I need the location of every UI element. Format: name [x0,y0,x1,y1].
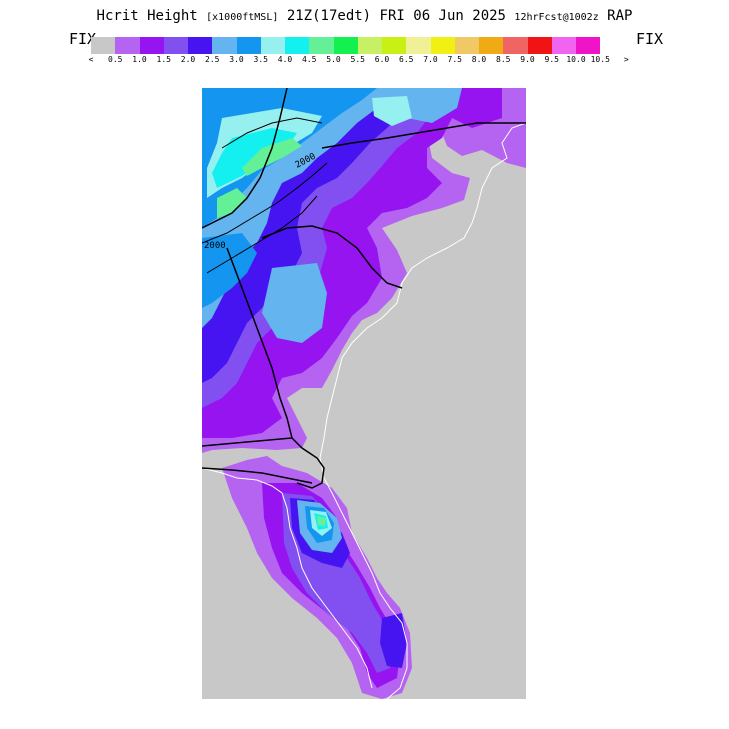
legend-tick-label: 8.5 [496,55,511,64]
hcrit-field-3-0-mid [262,263,327,343]
legend-swatch-17 [503,37,528,54]
legend-tick-label: > [623,55,629,64]
legend-tick-label: 5.5 [350,55,365,64]
title-forecast: 12hrFcst@1002z [514,12,599,23]
color-legend-ticks: <0.5 1.0 1.5 2.0 2.5 3.0 3.5 4.0 4.5 5.0 5.5 6.0 6.5… [0,55,729,67]
hcrit-field-5-0-west [217,188,247,218]
title-model: RAP [607,8,633,24]
fix-label-left: FIX [69,30,97,48]
legend-swatch-6 [236,37,261,54]
legend-tick-label: 10.5 [590,55,610,64]
legend-tick-label: 9.5 [544,55,559,64]
legend-tick-label: 1.5 [156,55,171,64]
state-borders-3 [291,437,325,489]
legend-swatch-14 [430,37,455,54]
gulf-coastline [202,467,373,689]
title-valid: 21Z(17edt) [286,8,372,24]
legend-swatch-2 [139,37,164,54]
title-date: FRI 06 Jun 2025 [379,8,506,24]
legend-swatch-9 [309,37,334,54]
title-main: Hcrit Height [96,8,198,24]
state-borders-4 [261,225,403,289]
hcrit-field-5-0 [242,138,302,176]
legend-swatch-8 [285,37,310,54]
legend-tick-label: 4.0 [277,55,293,64]
state-borders [202,88,288,229]
legend-swatch-7 [260,37,285,54]
legend-tick-label: 10.0 [566,55,586,64]
hcrit-field-5-0-florida [317,516,326,526]
hcrit-field-4-0-east [372,96,412,126]
title-units: [x1000ftMSL] [206,12,279,23]
contour-label-2000-west: 2000 [204,241,226,251]
legend-tick-label: 9.0 [520,55,535,64]
coastline [319,122,526,699]
legend-swatch-10 [333,37,358,54]
legend-swatch-5 [212,37,237,54]
legend-tick-label: 8.0 [471,55,487,64]
legend-tick-label: 1.0 [132,55,147,64]
legend-swatch-11 [357,37,382,54]
fix-label-right: FIX [636,30,664,48]
legend-tick-label: 7.5 [447,55,462,64]
legend-tick-label: 3.0 [229,55,244,64]
state-borders-5 [321,122,526,149]
legend-tick-label: 3.5 [253,55,268,64]
legend-tick-label: 5.0 [326,55,341,64]
hcrit-field-3-0-east [367,88,462,123]
legend-swatch-19 [551,37,576,54]
legend-swatch-15 [454,37,479,54]
legend-tick-label: 2.0 [180,55,196,64]
legend-tick-label: 2.5 [205,55,220,64]
state-borders-2 [202,247,293,447]
legend-swatch-18 [527,37,552,54]
map-title: Hcrit Height [x1000ftMSL] 21Z(17edt) FRI… [0,8,729,24]
contour-line-2 [206,195,318,274]
legend-swatch-12 [382,37,407,54]
contour-line [202,162,328,244]
legend-tick-label: 7.0 [423,55,438,64]
legend-swatch-16 [479,37,504,54]
hcrit-field-2-5-south-florida [380,613,407,668]
legend-swatch-1 [115,37,140,54]
legend-tick-label: < [88,55,94,64]
legend-swatch-4 [188,37,213,54]
legend-tick-label: 0.5 [108,55,123,64]
forecast-map: 2000 2000 [202,88,526,699]
legend-swatch-0 [91,37,116,54]
legend-swatch-3 [163,37,188,54]
florida-border [202,467,313,484]
legend-swatch-13 [406,37,431,54]
legend-tick-label: 6.5 [399,55,414,64]
legend-tick-label: 6.0 [374,55,390,64]
legend-swatch-20 [576,37,601,54]
legend-tick-label: 4.5 [302,55,317,64]
contour-line-3 [221,117,323,149]
color-legend-bar [91,37,601,54]
